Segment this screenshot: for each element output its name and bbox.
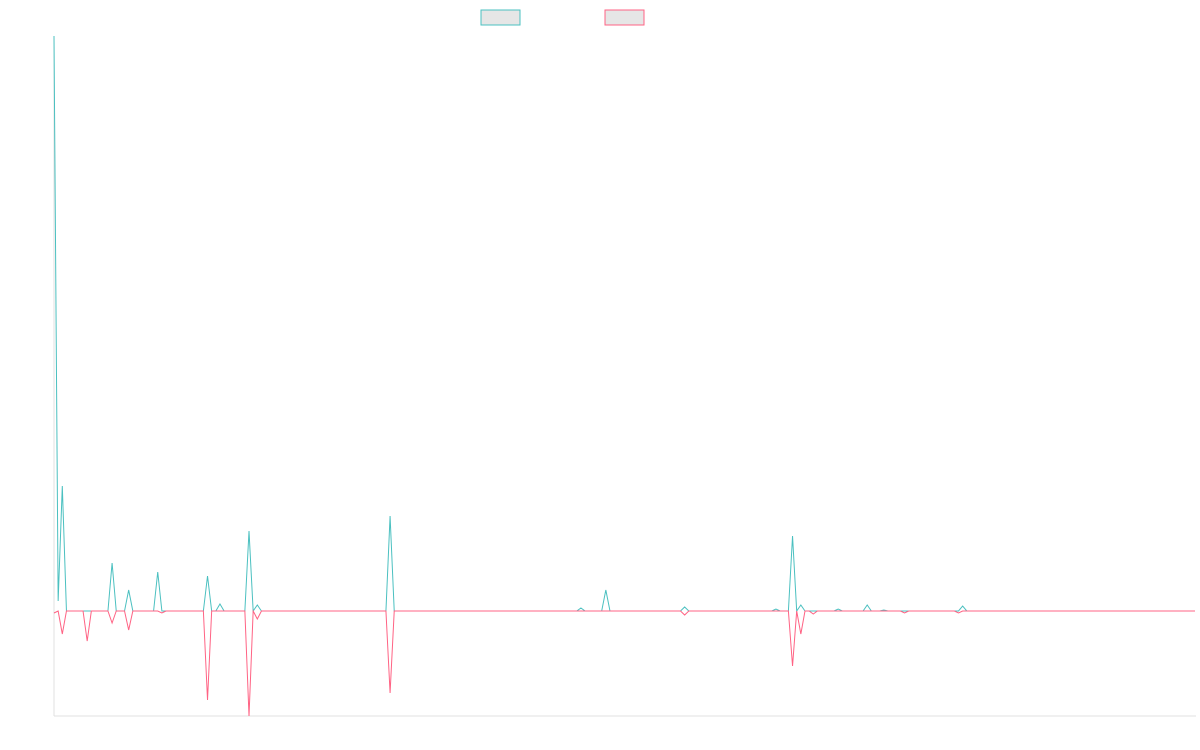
legend-swatch (604, 9, 645, 26)
legend-swatch (480, 9, 521, 26)
series-line (53, 35, 1195, 613)
series-line (53, 609, 1195, 717)
